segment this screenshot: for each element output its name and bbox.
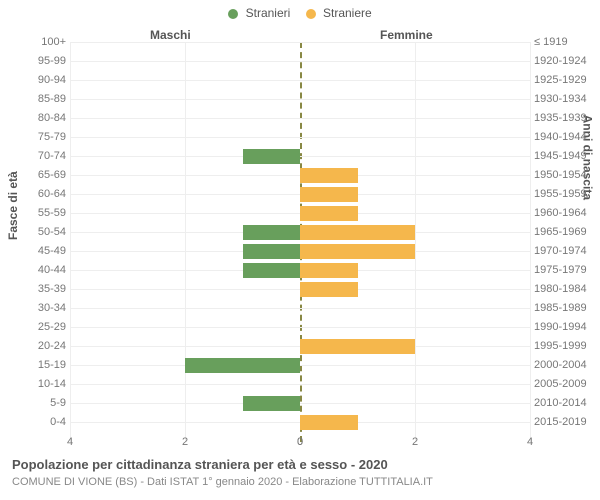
age-row	[70, 318, 530, 337]
age-row	[70, 147, 530, 166]
x-tick-label: 4	[67, 436, 73, 448]
age-label: 40-44	[16, 264, 66, 276]
age-label: 0-4	[16, 416, 66, 428]
birth-year-label: 2005-2009	[534, 378, 587, 390]
age-row	[70, 394, 530, 413]
bar-female	[300, 282, 358, 297]
age-label: 90-94	[16, 74, 66, 86]
legend-label-male: Stranieri	[246, 6, 291, 20]
birth-year-label: 1975-1979	[534, 264, 587, 276]
birth-year-label: 2000-2004	[534, 359, 587, 371]
birth-year-label: 1970-1974	[534, 245, 587, 257]
x-tick-label: 4	[527, 436, 533, 448]
age-row	[70, 52, 530, 71]
bar-female	[300, 168, 358, 183]
age-label: 35-39	[16, 283, 66, 295]
birth-year-label: 1940-1944	[534, 131, 587, 143]
birth-year-label: 1930-1934	[534, 93, 587, 105]
age-row	[70, 242, 530, 261]
age-row	[70, 299, 530, 318]
age-label: 30-34	[16, 302, 66, 314]
legend-swatch-male	[228, 9, 238, 19]
age-label: 70-74	[16, 150, 66, 162]
age-row	[70, 413, 530, 432]
plot-area	[70, 42, 530, 442]
birth-year-label: 1935-1939	[534, 112, 587, 124]
x-tick-label: 0	[297, 436, 303, 448]
age-row	[70, 223, 530, 242]
bar-female	[300, 263, 358, 278]
birth-year-label: 1945-1949	[534, 150, 587, 162]
age-label: 55-59	[16, 207, 66, 219]
age-row	[70, 280, 530, 299]
age-row	[70, 337, 530, 356]
bar-female	[300, 206, 358, 221]
birth-year-label: 1955-1959	[534, 188, 587, 200]
bar-female	[300, 339, 415, 354]
grid-vertical	[530, 42, 531, 442]
age-row	[70, 261, 530, 280]
age-row	[70, 33, 530, 52]
age-label: 5-9	[16, 397, 66, 409]
birth-year-label: 1925-1929	[534, 74, 587, 86]
bar-female	[300, 244, 415, 259]
age-row	[70, 71, 530, 90]
birth-year-label: 1960-1964	[534, 207, 587, 219]
age-label: 75-79	[16, 131, 66, 143]
x-tick-label: 2	[412, 436, 418, 448]
age-label: 15-19	[16, 359, 66, 371]
bar-male	[243, 263, 301, 278]
bar-male	[243, 149, 301, 164]
age-row	[70, 90, 530, 109]
footer-title: Popolazione per cittadinanza straniera p…	[12, 457, 388, 472]
birth-year-label: 1990-1994	[534, 321, 587, 333]
chart-container: Stranieri Straniere Maschi Femmine Fasce…	[0, 0, 600, 500]
legend-swatch-female	[306, 9, 316, 19]
age-label: 10-14	[16, 378, 66, 390]
age-label: 25-29	[16, 321, 66, 333]
age-row	[70, 166, 530, 185]
birth-year-label: 1950-1954	[534, 169, 587, 181]
footer-subtitle: COMUNE DI VIONE (BS) - Dati ISTAT 1° gen…	[12, 476, 433, 488]
bar-female	[300, 187, 358, 202]
age-row	[70, 356, 530, 375]
bar-male	[243, 244, 301, 259]
bar-male	[243, 225, 301, 240]
legend: Stranieri Straniere	[0, 6, 600, 20]
age-row	[70, 375, 530, 394]
age-row	[70, 109, 530, 128]
age-label: 45-49	[16, 245, 66, 257]
legend-item-female: Straniere	[306, 6, 372, 20]
age-label: 80-84	[16, 112, 66, 124]
birth-year-label: 1995-1999	[534, 340, 587, 352]
x-tick-label: 2	[182, 436, 188, 448]
legend-item-male: Stranieri	[228, 6, 290, 20]
age-label: 100+	[16, 36, 66, 48]
bar-male	[243, 396, 301, 411]
birth-year-label: 1980-1984	[534, 283, 587, 295]
birth-year-label: 2010-2014	[534, 397, 587, 409]
age-row	[70, 204, 530, 223]
birth-year-label: ≤ 1919	[534, 36, 568, 48]
age-row	[70, 185, 530, 204]
age-label: 20-24	[16, 340, 66, 352]
age-label: 60-64	[16, 188, 66, 200]
birth-year-label: 1920-1924	[534, 55, 587, 67]
birth-year-label: 1965-1969	[534, 226, 587, 238]
age-label: 65-69	[16, 169, 66, 181]
age-row	[70, 128, 530, 147]
birth-year-label: 2015-2019	[534, 416, 587, 428]
age-label: 85-89	[16, 93, 66, 105]
age-label: 95-99	[16, 55, 66, 67]
legend-label-female: Straniere	[323, 6, 372, 20]
bar-female	[300, 225, 415, 240]
birth-year-label: 1985-1989	[534, 302, 587, 314]
bar-male	[185, 358, 300, 373]
bar-female	[300, 415, 358, 430]
age-label: 50-54	[16, 226, 66, 238]
